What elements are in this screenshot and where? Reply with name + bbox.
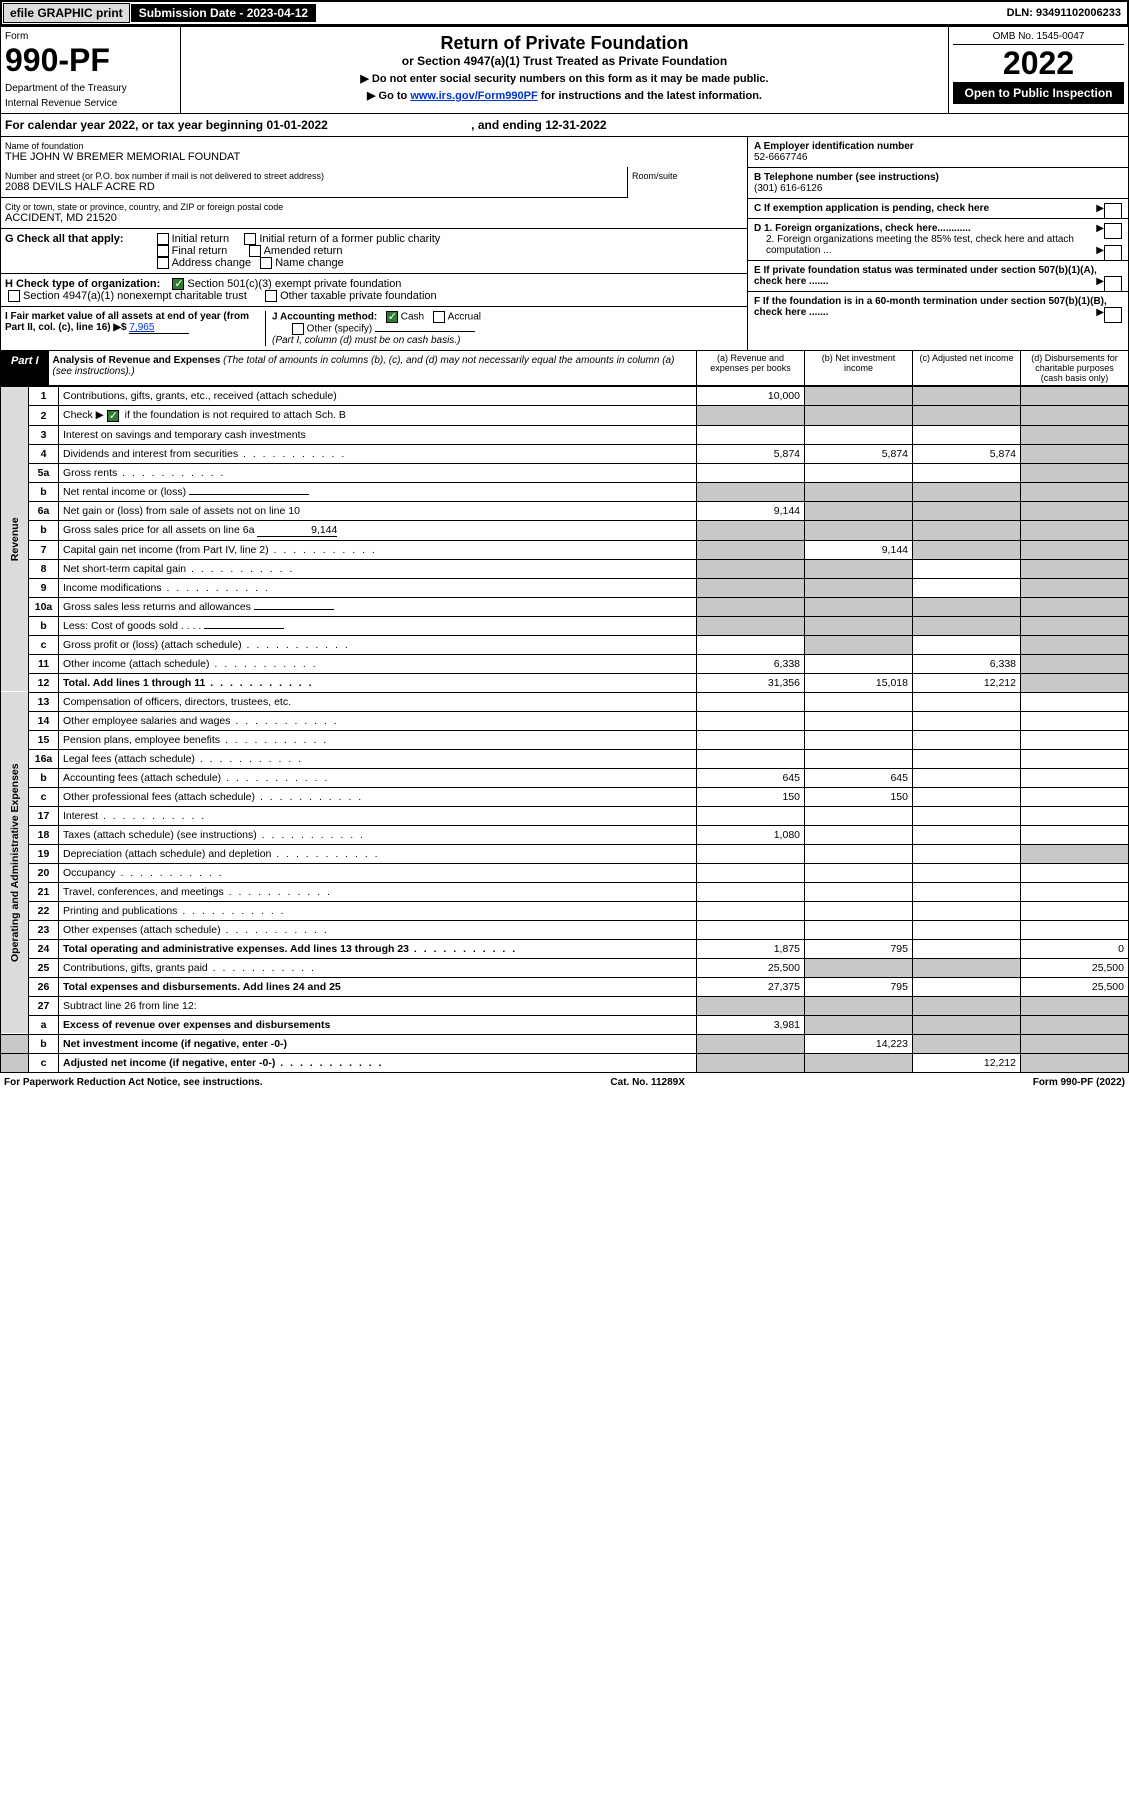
goto-note: ▶ Go to www.irs.gov/Form990PF for instru… [187,89,942,102]
address: 2088 DEVILS HALF ACRE RD [5,181,623,193]
form-label: Form [5,31,176,42]
checkbox-d2[interactable] [1104,245,1122,261]
part1-table: Revenue 1Contributions, gifts, grants, e… [0,386,1129,1072]
checkbox-address-change[interactable] [157,257,169,269]
efile-print-button[interactable]: efile GRAPHIC print [3,3,130,23]
checkbox-d1[interactable] [1104,223,1122,239]
col-a-header: (a) Revenue and expenses per books [696,351,804,385]
page-footer: For Paperwork Reduction Act Notice, see … [0,1073,1129,1092]
checkbox-501c3[interactable] [172,278,184,290]
col-c-header: (c) Adjusted net income [912,351,1020,385]
expenses-side-label: Operating and Administrative Expenses [1,692,29,1034]
dept-treasury: Department of the Treasury [5,83,176,94]
omb-number: OMB No. 1545-0047 [953,31,1124,45]
form-number: 990-PF [5,42,176,79]
cat-number: Cat. No. 11289X [610,1077,684,1088]
form-subtitle: or Section 4947(a)(1) Trust Treated as P… [187,54,942,68]
ssn-note: ▶ Do not enter social security numbers o… [187,72,942,85]
submission-date: Submission Date - 2023-04-12 [131,4,316,22]
checkbox-final-return[interactable] [157,245,169,257]
city: ACCIDENT, MD 21520 [5,212,743,224]
checkbox-initial-former[interactable] [244,233,256,245]
col-d-header: (d) Disbursements for charitable purpose… [1020,351,1128,385]
checkbox-4947[interactable] [8,290,20,302]
form-footer-label: Form 990-PF (2022) [1033,1077,1125,1088]
foundation-name-label: Name of foundation [5,141,743,151]
ein: 52-6667746 [754,152,1122,163]
section-g: G Check all that apply: Initial return I… [1,229,747,274]
j-note: (Part I, column (d) must be on cash basi… [272,335,460,346]
checkbox-sch-b[interactable] [107,410,119,422]
col-b-header: (b) Net investment income [804,351,912,385]
checkbox-c[interactable] [1104,203,1122,219]
d2-label: 2. Foreign organizations meeting the 85%… [766,234,1074,256]
j-label: J Accounting method: [272,312,377,323]
dln: DLN: 93491102006233 [1001,5,1127,21]
room-label: Room/suite [632,171,743,181]
open-to-public: Open to Public Inspection [953,82,1124,104]
phone-label: B Telephone number (see instructions) [754,172,1122,183]
foundation-name: THE JOHN W BREMER MEMORIAL FOUNDAT [5,151,743,163]
revenue-side-label: Revenue [1,387,29,692]
address-label: Number and street (or P.O. box number if… [5,171,623,181]
checkbox-other-method[interactable] [292,323,304,335]
tax-year: 2022 [953,45,1124,82]
h-label: H Check type of organization: [5,278,160,290]
part1-tab: Part I [1,351,49,385]
f-label: F If the foundation is in a 60-month ter… [754,296,1107,318]
checkbox-amended[interactable] [249,245,261,257]
part1-header: Part I Analysis of Revenue and Expenses … [0,351,1129,386]
city-label: City or town, state or province, country… [5,202,743,212]
ein-label: A Employer identification number [754,141,1122,152]
e-label: E If private foundation status was termi… [754,265,1097,287]
checkbox-name-change[interactable] [260,257,272,269]
part1-title: Analysis of Revenue and Expenses [53,355,221,366]
form990pf-link[interactable]: www.irs.gov/Form990PF [410,90,537,102]
checkbox-cash[interactable] [386,311,398,323]
d1-label: D 1. Foreign organizations, check here..… [754,223,971,234]
c-label: C If exemption application is pending, c… [754,203,989,214]
form-title: Return of Private Foundation [187,33,942,54]
form-header: Form 990-PF Department of the Treasury I… [0,26,1129,114]
g-label: G Check all that apply: [5,233,124,269]
info-block: Name of foundation THE JOHN W BREMER MEM… [0,137,1129,351]
phone: (301) 616-6126 [754,183,1122,194]
checkbox-e[interactable] [1104,276,1122,292]
checkbox-f[interactable] [1104,307,1122,323]
checkbox-other-taxable[interactable] [265,290,277,302]
paperwork-notice: For Paperwork Reduction Act Notice, see … [4,1077,263,1088]
fmv-value[interactable]: 7,965 [129,322,189,334]
checkbox-initial-return[interactable] [157,233,169,245]
irs-label: Internal Revenue Service [5,98,176,109]
i-label: I Fair market value of all assets at end… [5,311,249,333]
calendar-year-row: For calendar year 2022, or tax year begi… [0,114,1129,137]
section-h: H Check type of organization: Section 50… [1,274,747,307]
topbar: efile GRAPHIC print Submission Date - 20… [0,0,1129,26]
checkbox-accrual[interactable] [433,311,445,323]
